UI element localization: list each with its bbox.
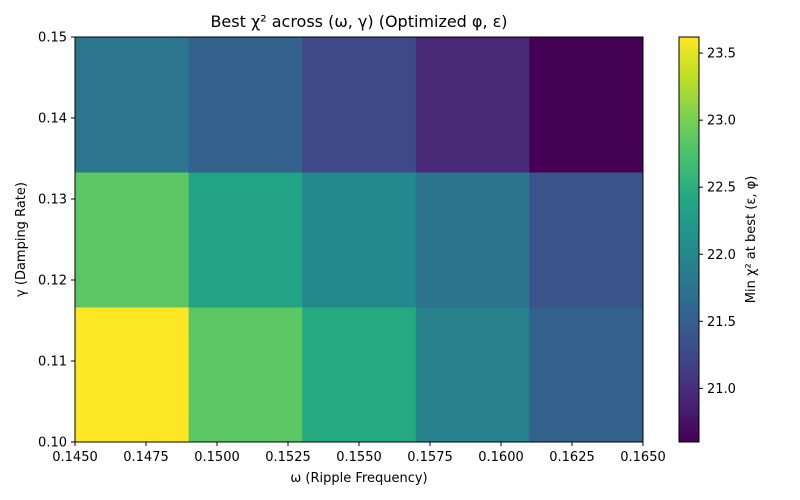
x-tick-label: 0.1525 [265,450,311,465]
y-axis: 0.10 0.11 0.12 0.13 0.14 0.15 [38,31,75,451]
heatmap-cell [188,306,303,443]
colorbar-axis: 21.0 21.5 22.0 22.5 23.0 23.5 [699,47,736,397]
heatmap-cell [302,37,417,173]
x-tick-label: 0.1650 [620,450,666,465]
heatmap-cell [302,172,417,308]
y-tick-label: 0.13 [38,193,67,208]
heatmap-cell [75,306,190,443]
x-tick-label: 0.1575 [407,450,453,465]
heatmap-cell [302,306,417,443]
colorbar-tick-label: 23.0 [707,114,736,129]
heatmap-cell [415,37,530,173]
heatmap-cell [75,172,190,308]
heatmap-cell [188,172,303,308]
x-tick-label: 0.1600 [478,450,524,465]
x-axis-label: ω (Ripple Frequency) [290,471,427,486]
x-axis: 0.1450 0.1475 0.1500 0.1525 0.1550 0.1575 0.16… [52,442,666,465]
x-tick-label: 0.1450 [52,450,98,465]
y-tick-label: 0.14 [38,112,67,127]
chart-title: Best χ² across (ω, γ) (Optimized φ, ε) [210,12,507,31]
colorbar [678,36,700,443]
x-tick-label: 0.1550 [336,450,382,465]
heatmap-cell [415,306,530,443]
y-tick-label: 0.12 [38,274,67,289]
heatmap-cell [529,306,644,443]
x-tick-label: 0.1500 [194,450,240,465]
heatmap-cell [529,37,644,173]
y-tick-label: 0.10 [38,436,67,451]
heatmap-cell [75,37,190,173]
colorbar-tick-label: 22.0 [707,248,736,263]
heatmap-cell [529,172,644,308]
x-tick-label: 0.1475 [123,450,169,465]
x-tick-label: 0.1625 [549,450,595,465]
heatmap-cell [415,172,530,308]
colorbar-tick-label: 22.5 [707,181,736,196]
y-axis-label: γ (Damping Rate) [14,182,29,297]
y-tick-label: 0.11 [38,355,67,370]
heatmap-cells [75,37,644,443]
heatmap-cell [188,37,303,173]
y-tick-label: 0.15 [38,31,67,46]
colorbar-label: Min χ² at best (ε, φ) [744,176,759,304]
colorbar-tick-label: 21.5 [707,315,736,330]
colorbar-tick-label: 21.0 [707,382,736,397]
colorbar-tick-label: 23.5 [707,47,736,62]
